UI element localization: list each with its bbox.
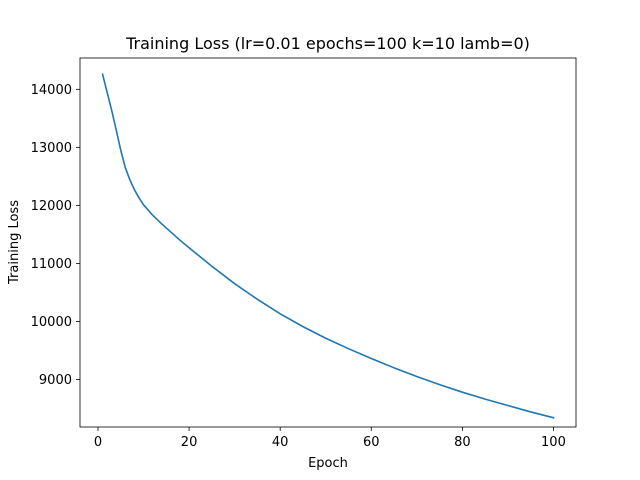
y-tick-label: 12000: [31, 199, 72, 214]
y-tick-label: 9000: [39, 373, 72, 388]
series-line-training-loss: [101, 73, 555, 419]
x-axis-ticks: 0 20 40 60 80 100: [94, 427, 566, 450]
x-tick-label: 40: [272, 435, 289, 450]
y-tick-label: 10000: [31, 315, 72, 330]
x-tick-label: 100: [541, 435, 566, 450]
y-axis-label: Training Loss: [7, 200, 22, 285]
y-tick-label: 14000: [31, 83, 72, 98]
chart-title: Training Loss (lr=0.01 epochs=100 k=10 l…: [125, 34, 530, 53]
plot-frame: [79, 57, 577, 428]
x-tick-label: 0: [94, 435, 102, 450]
y-tick-label: 13000: [31, 141, 72, 156]
x-axis-label: Epoch: [308, 456, 348, 471]
x-tick-label: 20: [181, 435, 198, 450]
y-axis-ticks: 9000 10000 11000 12000 13000 14000: [31, 83, 80, 388]
y-tick-label: 11000: [31, 257, 72, 272]
x-tick-label: 80: [454, 435, 471, 450]
plot-area: [101, 73, 555, 419]
x-tick-label: 60: [363, 435, 380, 450]
